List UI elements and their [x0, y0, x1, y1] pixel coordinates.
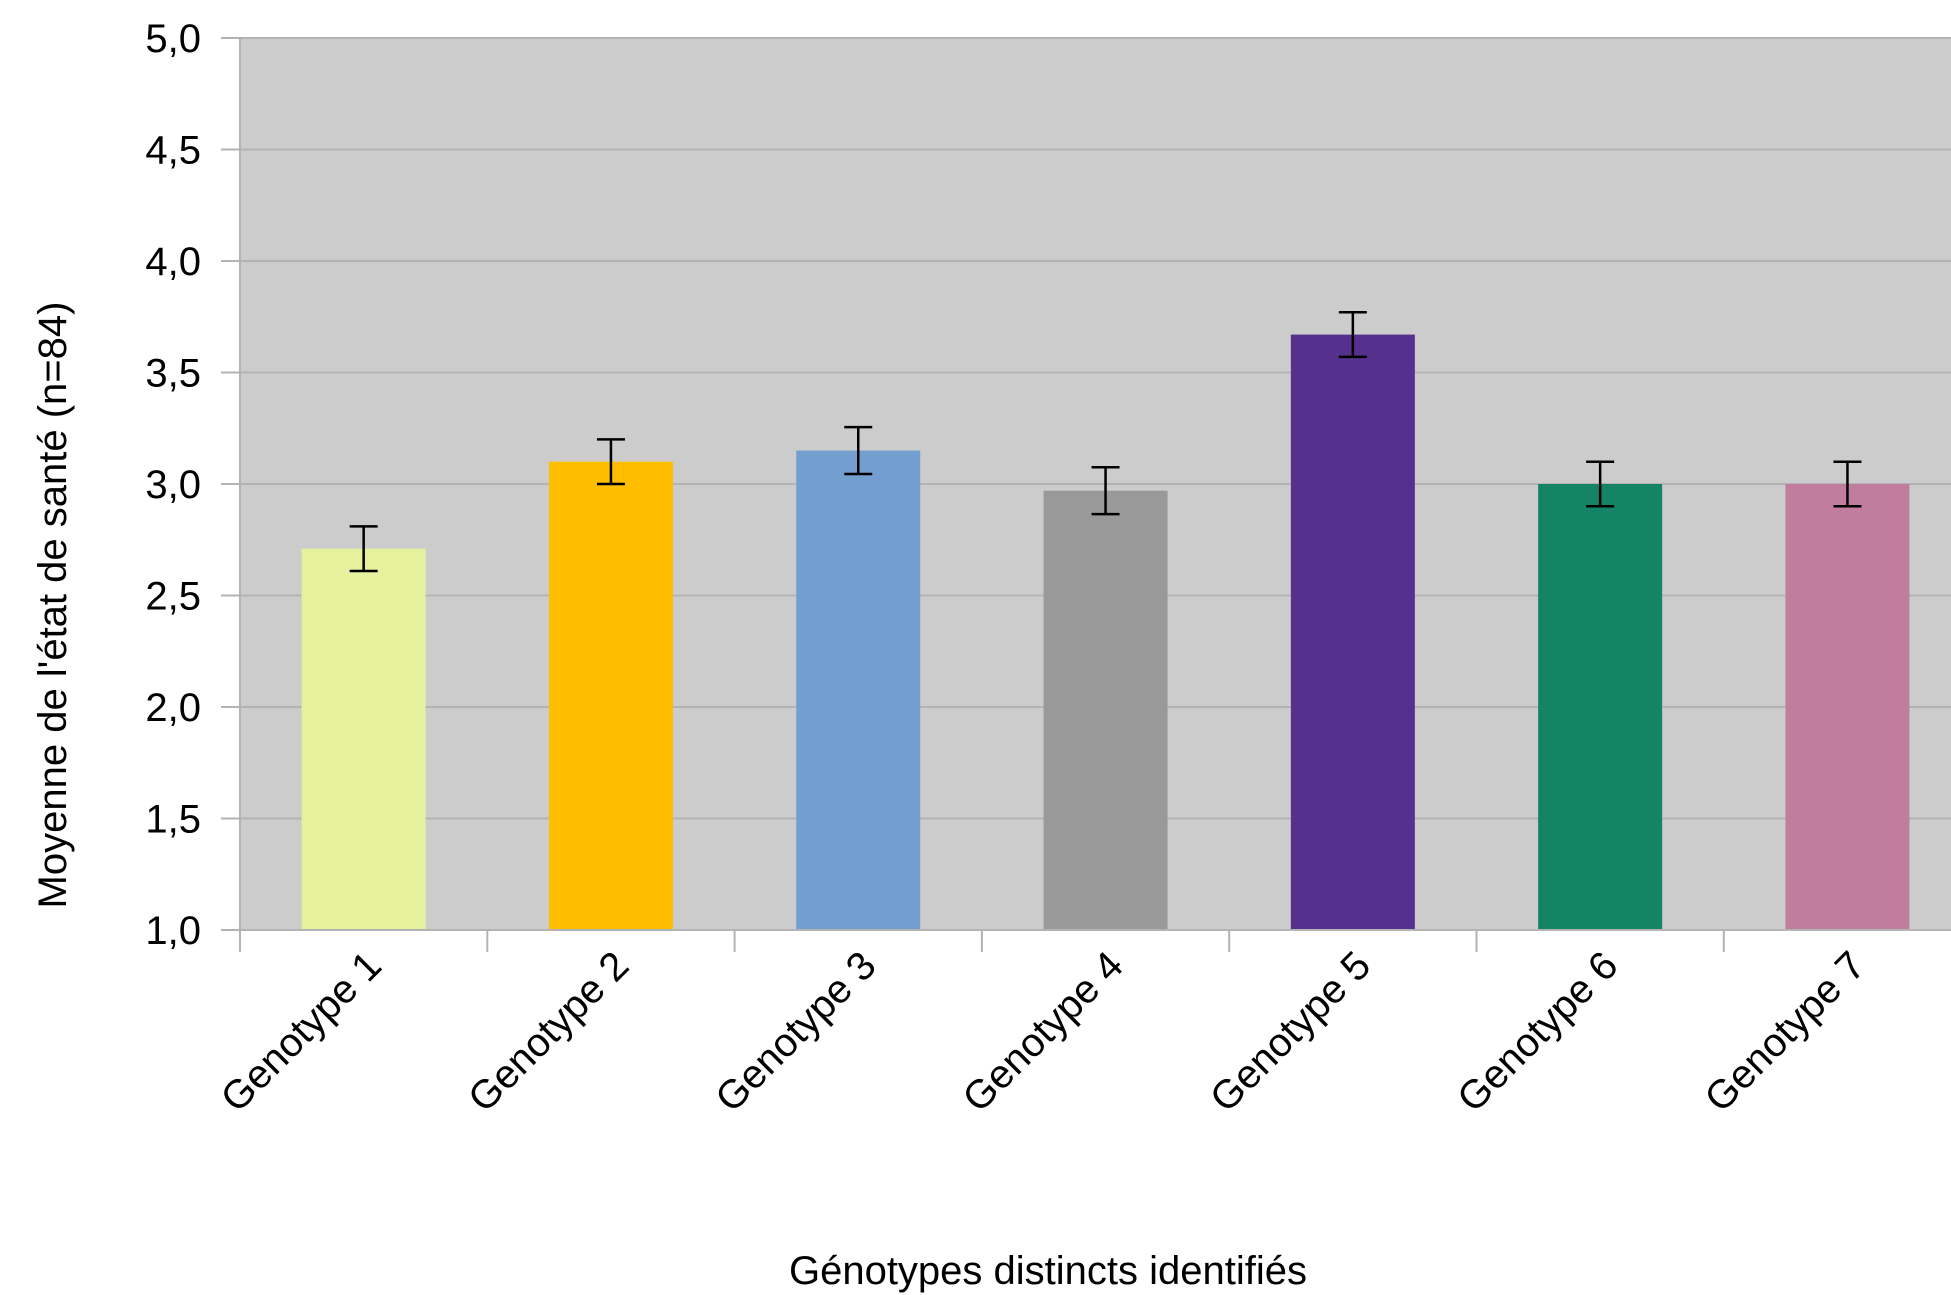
bar [1043, 490, 1168, 930]
bar [796, 450, 921, 930]
error-bars [349, 311, 1862, 573]
x-tick-label: Genotype 5 [1202, 943, 1379, 1120]
bar [301, 548, 426, 930]
y-axis: 1,0 1,5 2,0 2,5 3,0 3,5 4,0 4,5 5,0 [145, 17, 241, 953]
bar [548, 461, 673, 930]
y-tick-label: 1,5 [145, 798, 201, 842]
y-tick-label: 1,0 [145, 909, 201, 953]
x-tick-label: Genotype 1 [213, 943, 390, 1120]
x-axis-title: Génotypes distincts identifiés [789, 1249, 1307, 1293]
y-tick-label: 5,0 [145, 17, 201, 61]
x-tick-label: Genotype 6 [1449, 943, 1626, 1120]
bars [301, 334, 1910, 931]
x-tick-label: Genotype 3 [707, 943, 884, 1120]
y-tick-label: 2,0 [145, 686, 201, 730]
y-tick-label: 3,0 [145, 463, 201, 507]
x-tick-label: Genotype 2 [460, 943, 637, 1120]
y-tick-label: 4,0 [145, 240, 201, 284]
bar [1785, 484, 1910, 930]
bar [1538, 484, 1663, 930]
x-axis: Genotype 1 Genotype 2 Genotype 3 Genotype 4… [213, 929, 1951, 1121]
x-tick-label: Genotype 4 [955, 943, 1132, 1120]
y-axis-title: Moyenne de l'état de santé (n=84) [31, 302, 75, 909]
y-tick-label: 4,5 [145, 129, 201, 173]
x-tick-label: Genotype 7 [1696, 943, 1873, 1120]
bar [1290, 334, 1415, 931]
y-tick-label: 2,5 [145, 575, 201, 619]
y-tick-label: 3,5 [145, 352, 201, 396]
